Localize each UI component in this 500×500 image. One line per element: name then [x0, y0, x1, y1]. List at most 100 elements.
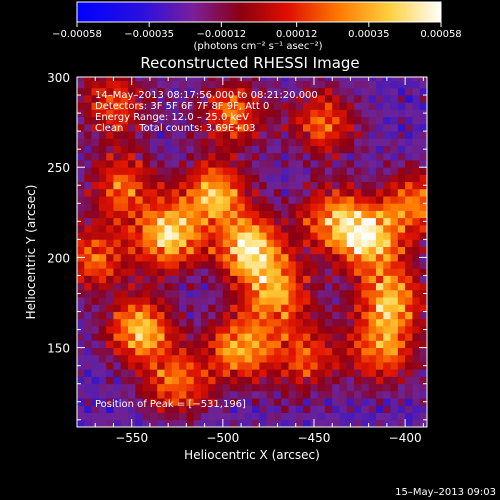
heatmap-cell: [157, 224, 165, 233]
heatmap-cell: [390, 152, 399, 161]
heatmap-cell: [222, 390, 231, 399]
heatmap-cell: [222, 232, 231, 240]
heatmap-cell: [419, 383, 427, 392]
heatmap-cell: [405, 333, 413, 341]
heatmap-cell: [128, 398, 136, 406]
heatmap-cell: [405, 196, 413, 204]
heatmap-cell: [281, 253, 289, 262]
heatmap-cell: [405, 246, 413, 255]
heatmap-cell: [390, 275, 399, 284]
heatmap-cell: [157, 145, 165, 154]
heatmap-cell: [295, 376, 304, 385]
heatmap-cell: [91, 174, 100, 183]
heatmap-cell: [128, 138, 136, 146]
heatmap-cell: [266, 383, 275, 392]
heatmap-cell: [339, 369, 348, 377]
heatmap-cell: [171, 304, 180, 312]
heatmap-cell: [390, 174, 399, 183]
heatmap-cell: [84, 102, 92, 110]
heatmap-cell: [244, 196, 253, 204]
heatmap-cell: [128, 174, 136, 183]
heatmap-cell: [200, 131, 209, 139]
heatmap-cell: [259, 217, 267, 226]
heatmap-cell: [259, 275, 267, 284]
heatmap-cell: [383, 325, 391, 334]
heatmap-cell: [339, 246, 348, 255]
heatmap-cell: [244, 152, 253, 161]
heatmap-cell: [412, 369, 421, 377]
heatmap-cell: [324, 268, 333, 276]
heatmap-cell: [230, 167, 238, 175]
heatmap-cell: [405, 131, 413, 139]
heatmap-cell: [128, 224, 136, 233]
heatmap-cell: [164, 261, 173, 269]
heatmap-cell: [288, 282, 297, 291]
heatmap-cell: [77, 87, 85, 96]
heatmap-cell: [397, 268, 406, 276]
heatmap-cell: [84, 188, 92, 197]
heatmap-cell: [215, 181, 224, 190]
heatmap-cell: [186, 311, 195, 320]
heatmap-cell: [149, 369, 158, 377]
heatmap-cell: [375, 311, 384, 320]
heatmap-cell: [98, 167, 107, 175]
annotation-energy-range: Energy Range: 12.0 – 25.0 keV: [95, 112, 249, 123]
heatmap-cell: [113, 246, 122, 255]
heatmap-cell: [106, 369, 114, 377]
heatmap-cell: [346, 210, 355, 219]
heatmap-cell: [354, 188, 362, 197]
heatmap-cell: [106, 282, 114, 291]
heatmap-cell: [215, 246, 224, 255]
heatmap-cell: [244, 246, 253, 255]
heatmap-cell: [113, 419, 122, 427]
heatmap-cell: [288, 174, 297, 183]
heatmap-cell: [193, 188, 202, 197]
heatmap-cell: [397, 419, 406, 427]
heatmap-cell: [91, 369, 100, 377]
heatmap-cell: [259, 354, 267, 363]
heatmap-cell: [200, 253, 209, 262]
heatmap-cell: [91, 145, 100, 154]
heatmap-cell: [200, 138, 209, 146]
heatmap-cell: [98, 203, 107, 211]
heatmap-cell: [405, 80, 413, 89]
heatmap-cell: [128, 354, 136, 363]
heatmap-cell: [179, 203, 187, 211]
heatmap-cell: [397, 354, 406, 363]
heatmap-cell: [91, 188, 100, 197]
heatmap-cell: [368, 116, 377, 125]
heatmap-cell: [288, 109, 297, 118]
heatmap-cell: [164, 412, 173, 421]
heatmap-cell: [208, 398, 216, 406]
heatmap-cell: [208, 362, 216, 370]
heatmap-cell: [179, 116, 187, 125]
heatmap-cell: [317, 347, 326, 356]
heatmap-cell: [405, 275, 413, 284]
heatmap-cell: [106, 246, 114, 255]
heatmap-cell: [339, 217, 348, 226]
heatmap-cell: [149, 95, 158, 103]
heatmap-cell: [244, 232, 253, 240]
heatmap-cell: [142, 239, 151, 247]
heatmap-cell: [339, 354, 348, 363]
heatmap-cell: [215, 232, 224, 240]
heatmap-cell: [324, 289, 333, 298]
heatmap-cell: [135, 362, 144, 370]
heatmap-cell: [405, 77, 413, 82]
heatmap-cell: [332, 232, 340, 240]
heatmap-cell: [142, 419, 151, 427]
heatmap-cell: [157, 109, 165, 118]
heatmap-cell: [288, 167, 297, 175]
heatmap-cell: [128, 246, 136, 255]
heatmap-cell: [332, 297, 340, 305]
heatmap-cell: [259, 203, 267, 211]
heatmap-cell: [208, 304, 216, 312]
heatmap-cell: [113, 109, 122, 118]
heatmap-cell: [215, 159, 224, 168]
heatmap-cell: [200, 239, 209, 247]
heatmap-cell: [135, 116, 144, 125]
heatmap-cell: [171, 138, 180, 146]
y-tick-label: 150: [47, 342, 70, 356]
heatmap-cell: [135, 87, 144, 96]
heatmap-cell: [186, 282, 195, 291]
